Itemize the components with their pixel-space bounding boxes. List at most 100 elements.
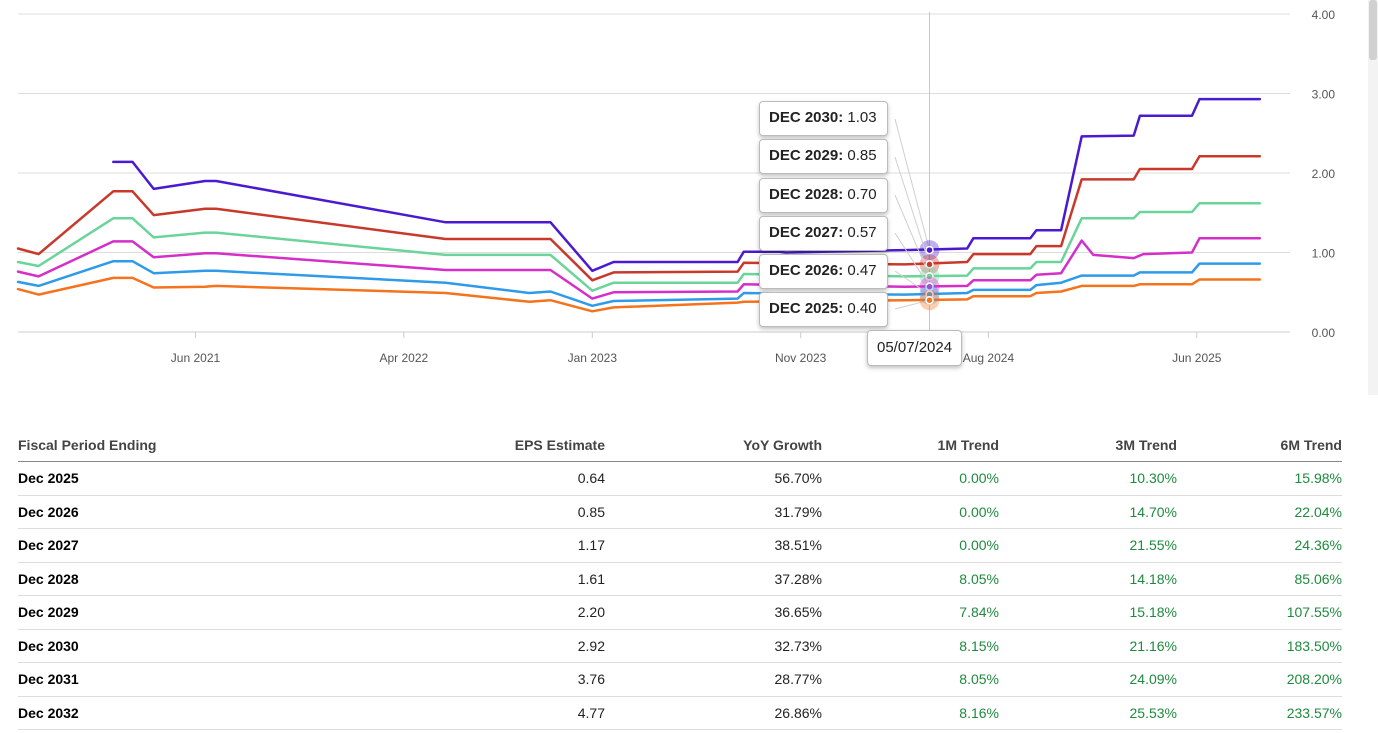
tooltip-connector [894,194,930,277]
cell-period: Dec 2028 [18,562,278,596]
header-1m-trend[interactable]: 1M Trend [822,428,999,462]
y-axis-ticks: 4.00 3.00 2.00 1.00 0.00 [1312,8,1336,340]
series-line-dec-2028[interactable] [16,201,1262,292]
hover-point-dec-2030 [925,245,934,255]
cell-period: Dec 2030 [18,629,278,663]
cell-6m-trend: 208.20% [1177,662,1342,697]
header-eps-estimate[interactable]: EPS Estimate [278,428,605,462]
vertical-scrollbar [1368,0,1378,395]
cell-eps-estimate: 4.77 [278,696,605,730]
tooltip-date: 05/07/2024 [867,330,963,366]
tooltip-dec-2026: DEC 2026: 0.47 [759,254,888,289]
table-row: Dec 2029 2.20 36.65% 7.84% 15.18% 107.55% [18,595,1342,630]
tooltip-dec-2030: DEC 2030: 1.03 [759,101,888,136]
tooltip-dec-2028-value: 0.70 [847,186,877,203]
tooltip-dec-2030-value: 1.03 [847,109,877,126]
cell-eps-estimate: 0.64 [278,461,605,496]
series-line-dec-2029[interactable] [16,155,1262,282]
cell-1m-trend: 8.15% [822,629,999,663]
cell-eps-estimate: 3.76 [278,662,605,697]
cell-3m-trend: 14.18% [999,562,1177,596]
cell-eps-estimate: 0.85 [278,495,605,529]
hover-point-dec-2029 [925,260,934,269]
series-lines [16,97,1262,313]
cell-6m-trend: 233.57% [1177,696,1342,730]
y-tick-label: 2.00 [1312,167,1336,181]
cell-3m-trend: 10.30% [999,461,1177,496]
x-tick-label: Jun 2025 [1172,351,1222,365]
cell-6m-trend: 85.06% [1177,562,1342,596]
tooltip-dec-2029-label: DEC 2029: [769,147,844,164]
y-tick-label: 3.00 [1312,88,1336,102]
tooltip-dec-2027-value: 0.57 [847,224,877,241]
tooltip-dec-2028: DEC 2028: 0.70 [759,178,888,213]
x-tick-label: Apr 2022 [379,351,428,365]
y-tick-label: 1.00 [1312,247,1336,261]
scrollbar-thumb[interactable] [1369,0,1377,60]
tooltip-dec-2030-label: DEC 2030: [769,109,844,126]
tooltip-connector [894,156,930,265]
table-body: Dec 2025 0.64 56.70% 0.00% 10.30% 15.98% Dec 2… [18,461,1342,730]
x-tick-label: Jan 2023 [568,351,618,365]
cell-6m-trend: 107.55% [1177,595,1342,630]
table-row: Dec 2031 3.76 28.77% 8.05% 24.09% 208.20% [18,662,1342,697]
series-line-dec-2030[interactable] [112,97,1262,273]
cell-yoy-growth: 26.86% [605,696,822,730]
table-row: Dec 2026 0.85 31.79% 0.00% 14.70% 22.04% [18,495,1342,529]
tooltip-dec-2025: DEC 2025: 0.40 [759,292,888,327]
cell-period: Dec 2031 [18,662,278,697]
hover-point-dec-2025 [925,295,934,305]
y-tick-label: 4.00 [1312,8,1336,22]
cell-3m-trend: 14.70% [999,495,1177,529]
header-fiscal-period[interactable]: Fiscal Period Ending [18,428,278,462]
tooltip-connector [894,118,930,251]
cell-1m-trend: 0.00% [822,461,999,496]
tooltip-dec-2025-value: 0.40 [847,300,877,317]
cell-3m-trend: 21.16% [999,629,1177,663]
chart-canvas[interactable]: 4.00 3.00 2.00 1.00 0.00 Jun 2021 Apr 2022 Jan… [0,0,1378,395]
cell-3m-trend: 15.18% [999,595,1177,630]
cell-eps-estimate: 1.17 [278,528,605,563]
tooltip-connector [894,299,930,310]
cell-yoy-growth: 28.77% [605,662,822,697]
cell-1m-trend: 8.05% [822,662,999,697]
cell-1m-trend: 8.05% [822,562,999,596]
cell-period: Dec 2026 [18,495,278,529]
cell-6m-trend: 24.36% [1177,528,1342,563]
cell-6m-trend: 22.04% [1177,495,1342,529]
table-row: Dec 2030 2.92 32.73% 8.15% 21.16% 183.50% [18,629,1342,663]
cell-eps-estimate: 2.20 [278,595,605,630]
header-6m-trend[interactable]: 6M Trend [1177,428,1342,462]
series-line-dec-2025[interactable] [16,276,1262,313]
cell-yoy-growth: 56.70% [605,461,822,496]
table-row: Dec 2032 4.77 26.86% 8.16% 25.53% 233.57% [18,696,1342,730]
table-row: Dec 2027 1.17 38.51% 0.00% 21.55% 24.36% [18,528,1342,563]
series-line-dec-2027[interactable] [16,236,1262,300]
hover-markers [894,118,940,311]
hover-point-dec-2028 [925,272,934,281]
table-row: Dec 2025 0.64 56.70% 0.00% 10.30% 15.98% [18,461,1342,496]
x-tick-label: Nov 2023 [775,351,827,365]
cell-6m-trend: 183.50% [1177,629,1342,663]
cell-yoy-growth: 38.51% [605,528,822,563]
cell-1m-trend: 0.00% [822,495,999,529]
tooltip-connector [894,270,930,296]
cell-period: Dec 2029 [18,595,278,630]
y-tick-label: 0.00 [1312,326,1336,340]
tooltip-dec-2029: DEC 2029: 0.85 [759,139,888,174]
tooltip-dec-2027: DEC 2027: 0.57 [759,216,888,251]
scrollbar-track[interactable] [1368,0,1378,395]
header-3m-trend[interactable]: 3M Trend [999,428,1177,462]
cell-1m-trend: 7.84% [822,595,999,630]
cell-6m-trend: 15.98% [1177,461,1342,496]
cell-yoy-growth: 32.73% [605,629,822,663]
cell-3m-trend: 21.55% [999,528,1177,563]
cell-1m-trend: 8.16% [822,696,999,730]
series-line-dec-2026[interactable] [16,259,1262,308]
eps-estimate-chart[interactable]: 4.00 3.00 2.00 1.00 0.00 Jun 2021 Apr 2022 Jan… [0,0,1378,395]
tooltip-dec-2026-value: 0.47 [847,262,877,279]
cell-3m-trend: 25.53% [999,696,1177,730]
tooltip-dec-2027-label: DEC 2027: [769,224,844,241]
header-yoy-growth[interactable]: YoY Growth [605,428,822,462]
cell-period: Dec 2027 [18,528,278,563]
